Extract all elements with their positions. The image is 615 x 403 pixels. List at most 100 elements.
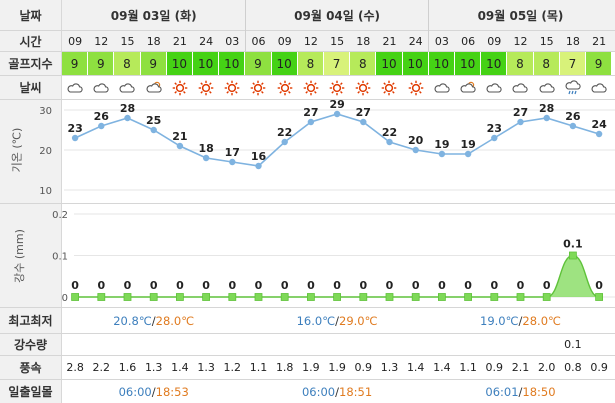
precipitation-data-label: 0 (71, 279, 79, 292)
weather-row: 날씨 (0, 76, 615, 100)
cloud-icon (62, 76, 88, 99)
temperature-data-label: 26 (94, 110, 110, 123)
temperature-point (386, 138, 393, 146)
temperature-data-label: 23 (487, 122, 502, 135)
temperature-point (438, 150, 446, 158)
time-row: 시간 09 12 15 18 21 24 03 06 09 12 15 18 21 24 03 06 09 12 1… (0, 31, 615, 52)
golf-index-cell: 8 (114, 52, 141, 75)
golf-index-cell: 10 (219, 52, 246, 75)
wind-cell: 1.4 (433, 361, 451, 374)
golf-index-cell: 9 (586, 52, 613, 75)
sun-icon (272, 76, 298, 99)
min-temp: 16.0℃ (296, 313, 336, 328)
sun-icon (324, 76, 350, 99)
minmax-day-cell: 16.0℃/29.0℃ (245, 308, 428, 333)
sunrise-time: 06:00 (118, 384, 152, 399)
wind-cell: 1.6 (118, 361, 137, 374)
cloud-icon (114, 76, 140, 99)
temperature-point (307, 118, 315, 126)
golf-index-cell: 10 (271, 52, 298, 75)
precipitation-data-label: 0 (412, 279, 420, 292)
temperature-point (412, 146, 419, 154)
temperature-data-label: 19 (434, 138, 449, 151)
precipitation-point (280, 293, 289, 301)
time-cell: 09 (277, 34, 292, 48)
temperature-data-label: 26 (565, 110, 581, 123)
temperature-data-label: 22 (277, 126, 292, 139)
precipitation-point (437, 293, 446, 301)
sun-row: 일출일몰 06:00/18:53 06:00/18:51 06:01/18:50 (0, 380, 615, 403)
precipitation-ytick-label: 0 (62, 293, 68, 304)
temperature-point (464, 150, 472, 158)
precipitation-data-label: 0.1 (563, 238, 583, 251)
sun-icon (245, 76, 271, 99)
time-cell: 21 (592, 34, 607, 48)
precipitation-data-label: 0 (281, 279, 289, 292)
temperature-data-label: 28 (120, 102, 135, 115)
min-temp: 19.0℃ (480, 313, 519, 328)
wind-cell: 0.8 (564, 361, 582, 374)
temperature-data-label: 16 (251, 150, 267, 163)
golf-index-cell: 9 (62, 52, 89, 75)
precipitation-point (71, 293, 79, 301)
temperature-data-label: 19 (460, 138, 475, 151)
temperature-point (150, 126, 157, 134)
sun-day-cell: 06:00/18:53 (62, 380, 245, 403)
time-cell: 21 (172, 34, 187, 48)
wind-cell: 0.9 (590, 361, 608, 374)
precipitation-data-label: 0 (307, 279, 315, 292)
golf-index-cell: 8 (297, 52, 324, 75)
cloud-icon (534, 76, 560, 99)
cloud-icon (507, 76, 533, 99)
golf-index-cell: 9 (140, 52, 167, 75)
golf-index-cell: 7 (324, 52, 351, 75)
precipitation-data-label: 0 (517, 279, 525, 292)
precipitation-ytick-label: 0.2 (52, 210, 68, 221)
date-day-label: 09월 05일 (목) (477, 8, 564, 23)
precipitation-data-label: 0 (333, 279, 341, 292)
temperature-point (333, 110, 341, 118)
precipitation-data-label: 0 (202, 279, 210, 292)
temperature-point (229, 158, 236, 166)
precipitation-point (516, 293, 525, 301)
temperature-ytick-label: 20 (39, 146, 52, 157)
wind-cell: 0.9 (485, 361, 504, 374)
temperature-point (543, 114, 550, 122)
precipitation-data-label: 0 (386, 279, 394, 292)
temperature-point (517, 118, 524, 126)
wind-cell: 1.8 (275, 361, 294, 374)
precipitation-data-label: 0 (464, 279, 472, 292)
min-temp: 20.8℃ (113, 313, 152, 328)
temperature-point (491, 134, 498, 142)
minmax-label: 최고최저 (0, 308, 62, 333)
precipitation-point (542, 293, 551, 301)
minmax-day-cell: 20.8℃/28.0℃ (62, 308, 245, 333)
precip-amount-label: 강수량 (0, 334, 62, 355)
sun-cloud-icon (141, 76, 167, 99)
wind-cell: 2.2 (92, 361, 111, 374)
temperature-data-label: 22 (382, 126, 397, 139)
golf-index-row: 골프지수 9 9 8 9 10 10 10 9 10 8 7 8 10 10 10 10 10 8 8 7 9 (0, 52, 615, 76)
golf-index-cell: 10 (193, 52, 220, 75)
wind-row: 풍속 2.8 2.2 1.6 1.3 1.4 1.3 1.2 1.1 1.8 1.9 1.9 0.9 1… (0, 356, 615, 380)
precipitation-data-label: 0 (228, 279, 236, 292)
golf-index-cell: 10 (455, 52, 482, 75)
wind-cell: 2.1 (511, 361, 530, 374)
time-cell: 15 (120, 34, 135, 48)
sun-separator: / (151, 384, 156, 399)
minmax-separator: / (518, 313, 523, 328)
time-cell: 24 (199, 34, 214, 48)
time-cell: 06 (251, 34, 266, 48)
date-day-label: 09월 04일 (수) (294, 8, 380, 23)
temperature-data-label: 27 (356, 106, 371, 119)
minmax-separator: / (335, 313, 340, 328)
temperature-point (569, 122, 577, 130)
temperature-ytick-label: 10 (39, 186, 52, 197)
time-cell: 12 (513, 34, 528, 48)
temperature-axis-area: 기온 (℃) (0, 100, 62, 203)
precipitation-point (202, 293, 211, 301)
precipitation-point (490, 293, 499, 301)
precipitation-chart: 강수 (mm) 0 0.1 0.2 0 0 0 0 0 0 0 0 0 0 0 0 0 0 0 0 0 0 0 0.1 0 (0, 204, 615, 308)
temperature-point (595, 130, 603, 138)
